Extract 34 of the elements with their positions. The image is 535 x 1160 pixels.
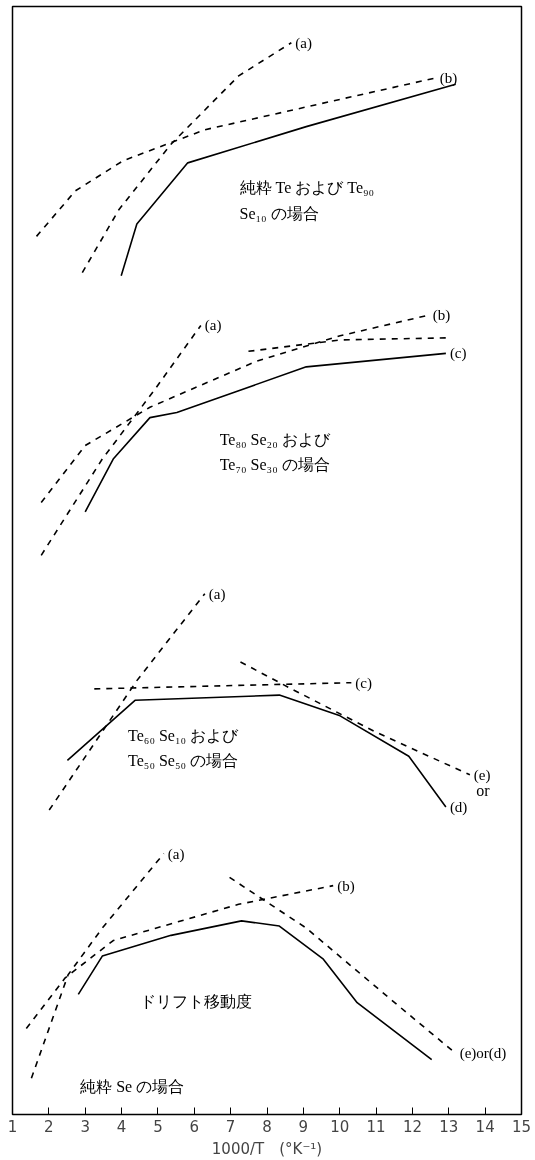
series-label: (e) — [473, 766, 491, 784]
x-tick-label: 3 — [80, 1117, 90, 1136]
annotation: 純粋 Te および Te₉₀ Se₁₀ の場合 — [239, 179, 375, 222]
series-label: (b) — [337, 877, 355, 895]
x-tick-label: 13 — [439, 1117, 459, 1136]
x-tick-label: 5 — [153, 1117, 163, 1136]
series-label: (a) — [295, 34, 313, 52]
series-label: (a) — [208, 585, 226, 603]
text: 純粋 Se の場合 — [80, 1078, 185, 1096]
series-label: (a) — [204, 317, 222, 335]
x-tick-label: 11 — [366, 1117, 386, 1136]
annotation: Te₆₀ Se₁₀ および Te₅₀ Se₅₀ の場合 — [128, 726, 240, 769]
x-tick-label: 8 — [262, 1117, 272, 1136]
series-label: (c) — [449, 345, 467, 363]
annotation: or — [476, 782, 491, 800]
x-tick-label: 2 — [44, 1117, 54, 1136]
annotation: ドリフト移動度 — [140, 992, 253, 1010]
x-tick-label: 9 — [298, 1117, 309, 1136]
series-label: (e)or(d) — [459, 1045, 507, 1063]
series-label: (b) — [439, 69, 458, 87]
series-label: (d) — [449, 798, 468, 816]
x-tick-label: 12 — [402, 1117, 422, 1136]
x-tick-label: 1 — [7, 1117, 18, 1136]
x-tick-label: 14 — [475, 1117, 495, 1136]
x-tick-label: 6 — [189, 1117, 200, 1136]
x-tick-label: 7 — [225, 1117, 236, 1136]
x-tick-label: 15 — [511, 1117, 532, 1136]
series-label: (b) — [432, 307, 451, 325]
annotation: Te₈₀ Se₂₀ および Te₇₀ Se₃₀ の場合 — [219, 430, 331, 474]
x-tick-label: 4 — [116, 1117, 127, 1136]
x-axis-title: 1000/T (°K⁻¹) — [211, 1139, 323, 1158]
x-tick-label: 10 — [330, 1117, 350, 1136]
series-label: (a) — [167, 845, 185, 863]
series-label: (c) — [355, 674, 372, 692]
